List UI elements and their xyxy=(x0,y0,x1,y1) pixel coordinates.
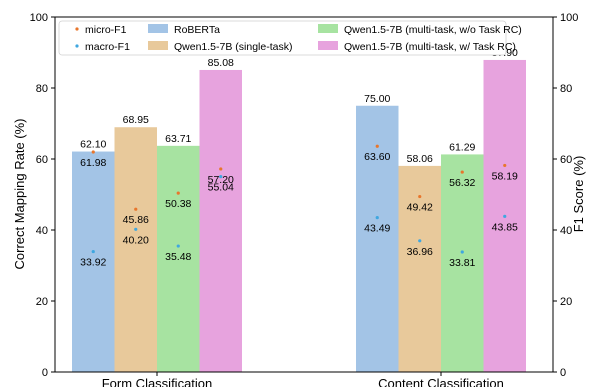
legend-label: macro-F1 xyxy=(85,41,130,53)
score-value-label: 57.20 xyxy=(208,174,234,186)
score-point xyxy=(176,244,180,248)
y-tick-label-left: 100 xyxy=(30,12,48,24)
y-tick-label-left: 20 xyxy=(36,296,48,308)
x-category-label: Content Classification xyxy=(378,376,504,387)
score-value-label: 63.60 xyxy=(364,151,390,163)
bar xyxy=(199,69,242,372)
bar xyxy=(398,165,441,372)
score-point xyxy=(503,214,507,218)
legend-label: Qwen1.5-7B (multi-task, w/ Task RC) xyxy=(344,41,516,53)
legend-box xyxy=(58,20,507,56)
bar-value-label: 62.10 xyxy=(80,139,106,151)
score-point xyxy=(134,227,138,231)
y-tick-label-right: 40 xyxy=(560,225,572,237)
score-value-label: 35.48 xyxy=(165,251,191,263)
bar xyxy=(72,151,115,372)
legend-label: Qwen1.5-7B (single-task) xyxy=(174,41,292,53)
bar-value-label: 58.06 xyxy=(407,153,433,165)
legend-swatch xyxy=(318,41,338,50)
score-point xyxy=(219,175,223,179)
legend-swatch xyxy=(148,24,168,33)
score-value-label: 33.92 xyxy=(80,257,106,269)
bar xyxy=(157,145,200,372)
score-value-label: 40.20 xyxy=(123,234,149,246)
score-value-label: 36.96 xyxy=(407,246,433,258)
axes-layer: 0 0 20 20 40 40 60 60 80 80 100 100 Form Classificat… xyxy=(30,12,579,387)
bar-value-label: 68.95 xyxy=(123,114,149,126)
y-axis-label-left: Correct Mapping Rate (%) xyxy=(12,119,27,270)
bar-value-label: 63.71 xyxy=(165,133,191,145)
legend: micro-F1 macro-F1 RoBERTa Qwen1.5-7B (singl… xyxy=(58,20,522,56)
score-value-label: 56.32 xyxy=(449,177,475,189)
bar-value-label: 75.00 xyxy=(364,93,390,105)
score-point xyxy=(91,249,95,254)
y-tick-label-left: 80 xyxy=(36,83,48,95)
score-value-label: 43.49 xyxy=(364,223,390,235)
y-tick-label-left: 60 xyxy=(36,154,48,166)
score-value-label: 45.86 xyxy=(123,214,149,226)
bar xyxy=(356,105,399,372)
score-value-label: 50.38 xyxy=(165,198,191,210)
legend-swatch xyxy=(318,24,338,33)
legend-label: Qwen1.5-7B (multi-task, w/o Task RC) xyxy=(344,24,522,36)
score-point xyxy=(418,194,422,199)
score-value-label: 58.19 xyxy=(492,170,518,182)
legend-swatch xyxy=(148,41,168,50)
bar xyxy=(441,154,484,372)
score-value-label: 55.04 xyxy=(208,182,234,194)
score-value-label: 33.81 xyxy=(449,257,475,269)
bars-layer xyxy=(72,59,526,373)
x-category-label: Form Classification xyxy=(102,376,213,387)
score-point xyxy=(460,250,464,254)
score-value-label: 49.42 xyxy=(407,202,433,214)
y-tick-label-right: 60 xyxy=(560,154,572,166)
score-value-label: 61.98 xyxy=(80,157,106,169)
score-point xyxy=(503,163,507,168)
legend-marker xyxy=(75,27,79,31)
bar xyxy=(114,127,157,372)
bar-value-label: 85.08 xyxy=(208,57,234,69)
y-axis-label-right: F1 Score (%) xyxy=(571,156,586,233)
plot-frame xyxy=(54,16,554,373)
y-tick-label-left: 40 xyxy=(36,225,48,237)
score-value-label: 43.85 xyxy=(492,221,518,233)
score-point xyxy=(375,216,379,220)
bar-value-label: 61.29 xyxy=(449,141,475,153)
y-tick-label-right: 20 xyxy=(560,296,572,308)
y-tick-label-right: 100 xyxy=(560,12,578,24)
score-point xyxy=(460,170,464,174)
score-point xyxy=(134,207,138,211)
legend-label: micro-F1 xyxy=(85,24,127,36)
score-point xyxy=(176,191,180,195)
score-point xyxy=(219,167,223,171)
y-tick-label-right: 0 xyxy=(560,367,566,379)
legend-label: RoBERTa xyxy=(174,24,220,36)
score-point xyxy=(91,150,95,154)
score-point xyxy=(375,144,379,148)
legend-marker xyxy=(75,44,79,48)
y-tick-label-right: 80 xyxy=(560,83,572,95)
score-point xyxy=(418,239,422,243)
y-tick-label-left: 0 xyxy=(42,367,48,379)
